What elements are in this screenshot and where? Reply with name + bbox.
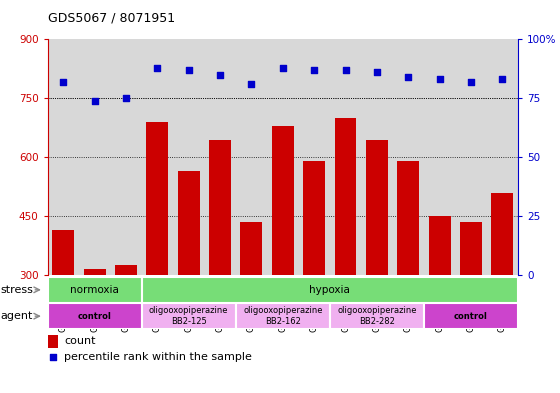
Text: normoxia: normoxia	[70, 285, 119, 295]
Bar	[240, 222, 263, 275]
Point	[247, 81, 256, 87]
Text: hypoxia: hypoxia	[310, 285, 350, 295]
Point	[90, 97, 99, 104]
Point	[341, 67, 350, 73]
Point	[59, 79, 68, 85]
Bar	[366, 140, 388, 275]
Bar	[334, 118, 357, 275]
Point	[153, 64, 162, 71]
Bar	[48, 335, 58, 348]
Text: control: control	[454, 312, 488, 321]
Point	[372, 69, 381, 75]
Bar	[209, 140, 231, 275]
Text: percentile rank within the sample: percentile rank within the sample	[64, 352, 252, 362]
Text: oligooxopiperazine
BB2-162: oligooxopiperazine BB2-162	[243, 307, 323, 326]
Bar	[146, 122, 169, 275]
Point	[278, 64, 287, 71]
Bar	[83, 269, 106, 275]
Point	[216, 72, 225, 78]
Bar	[428, 216, 451, 275]
Text: stress: stress	[1, 285, 34, 295]
Bar	[491, 193, 514, 275]
Bar	[52, 230, 74, 275]
Point	[404, 74, 413, 80]
Text: GDS5067 / 8071951: GDS5067 / 8071951	[48, 12, 175, 25]
Bar	[142, 303, 236, 329]
Point	[184, 67, 193, 73]
Text: control: control	[78, 312, 111, 321]
Point	[122, 95, 130, 101]
Bar	[424, 303, 518, 329]
Bar	[142, 277, 518, 303]
Text: oligooxopiperazine
BB2-125: oligooxopiperazine BB2-125	[149, 307, 228, 326]
Point	[466, 79, 475, 85]
Text: count: count	[64, 336, 96, 346]
Bar	[115, 265, 137, 275]
Point	[48, 354, 57, 360]
Bar	[178, 171, 200, 275]
Point	[498, 76, 507, 83]
Bar	[48, 277, 142, 303]
Text: oligooxopiperazine
BB2-282: oligooxopiperazine BB2-282	[337, 307, 417, 326]
Bar	[48, 303, 142, 329]
Bar	[460, 222, 482, 275]
Bar	[330, 303, 424, 329]
Point	[310, 67, 319, 73]
Bar	[397, 161, 419, 275]
Text: agent: agent	[1, 311, 33, 321]
Bar	[236, 303, 330, 329]
Bar	[303, 161, 325, 275]
Point	[435, 76, 444, 83]
Bar	[272, 126, 294, 275]
